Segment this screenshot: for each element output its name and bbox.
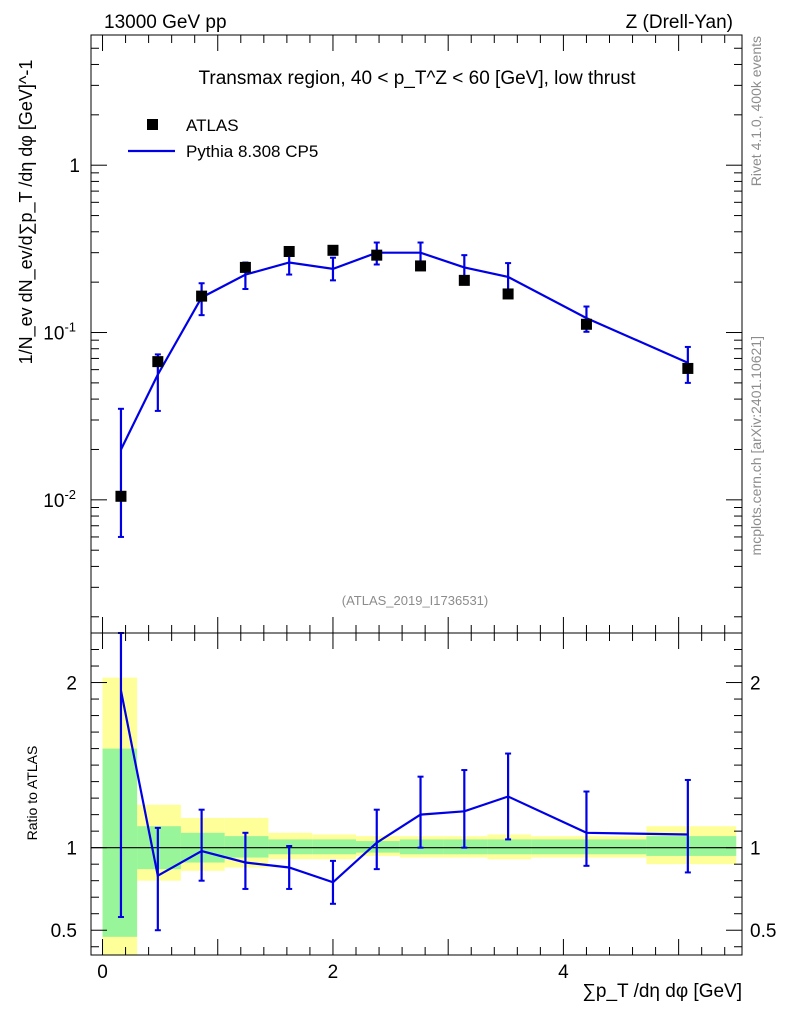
ratio-plot-area [91,632,742,955]
x-tick-label: 4 [558,962,569,983]
mcplots-label: mcplots.cern.ch [arXiv:2401.10621] [748,336,764,555]
data-point [371,249,383,261]
data-point [327,244,339,256]
band-inner [531,839,647,855]
data-point [682,362,694,374]
legend-label-atlas: ATLAS [186,116,239,135]
watermark: (ATLAS_2019_I1736531) [342,593,488,608]
band-inner [356,841,400,853]
band-inner [102,748,138,937]
ratio-panel: 0.5 0.5 1 1 2 2 0 2 4 Ratio to ATLAS ∑p_T /dη d… [24,632,777,1002]
data-point [502,288,514,300]
data-point [196,290,208,302]
y-tick-label: 10-2 [43,487,76,512]
main-title: Transmax region, 40 < p_T^Z < 60 [GeV], … [199,68,637,89]
header-right: Z (Drell-Yan) [626,12,733,33]
band-inner [224,836,269,858]
data-point [152,356,164,368]
data-point [115,490,127,502]
legend-label-mc: Pythia 8.308 CP5 [186,142,318,161]
ratio-y-tick-label-right: 0.5 [750,921,776,942]
ratio-y-tick-label: 1 [66,839,77,860]
band-inner [312,839,357,855]
y-tick-label: 10-1 [43,320,76,345]
rivet-label: Rivet 4.1.0, 400k events [748,36,764,186]
data-point [283,245,295,257]
main-plot-area [115,241,694,538]
band-inner [487,839,532,855]
ratio-y-tick-label-right: 2 [750,674,761,695]
ratio-y-tick-labels: 0.5 0.5 1 1 2 2 [51,674,777,943]
ratio-y-tick-label: 2 [66,674,77,695]
main-y-tick-labels: 1 10-1 10-2 [43,156,80,512]
main-panel: 1 10-1 10-2 Transmax region, 40 < p_T^Z < … [16,34,743,634]
data-point [415,260,427,272]
data-point [239,261,251,273]
x-axis-label: ∑p_T /dη dφ [GeV] [582,981,742,1002]
ratio-frame [90,632,743,956]
band-inner [646,836,737,856]
main-y-axis-label: 1/N_ev dN_ev/d∑p_T /dη dφ [GeV]^-1 [16,60,37,365]
header-left: 13000 GeV pp [104,12,227,33]
x-tick-label: 2 [328,962,339,983]
ratio-y-tick-label-right: 1 [750,839,761,860]
data-point [458,274,470,286]
legend-marker-atlas [147,119,158,130]
data-point [580,318,592,330]
x-tick-labels: 0 2 4 [97,962,569,983]
mc-line [120,251,689,450]
ratio-y-axis-label: Ratio to ATLAS [24,746,40,841]
ratio-axis-ticks [91,633,742,955]
mc-ratio-line [119,690,688,884]
ratio-y-tick-label: 0.5 [51,921,77,942]
main-axis-ticks [91,34,742,633]
x-tick-label: 0 [97,962,108,983]
y-tick-label: 1 [69,156,80,177]
legend: ATLAS Pythia 8.308 CP5 [128,116,318,161]
